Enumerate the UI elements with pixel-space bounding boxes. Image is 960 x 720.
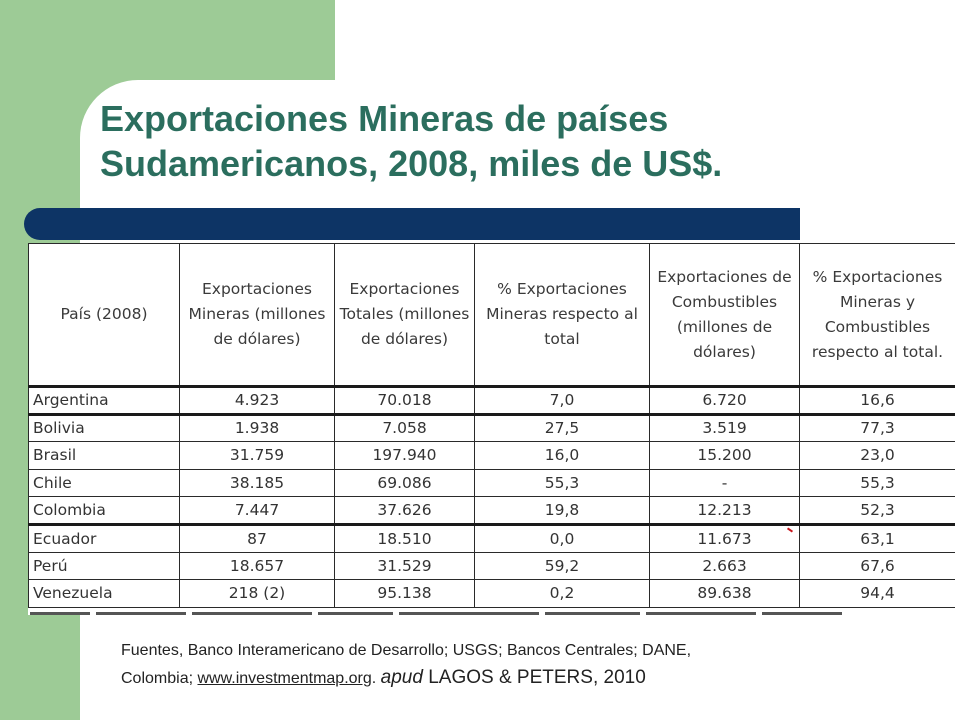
table-header-row: País (2008) Exportaciones Mineras (millo… <box>28 243 955 387</box>
cell-value: 55,3 <box>474 468 650 498</box>
cell-country: Bolivia <box>28 412 180 443</box>
cell-value: 63,1 <box>799 522 955 553</box>
source-separator: . <box>371 670 381 687</box>
cell-value: 7.447 <box>179 496 335 525</box>
header-pct-mineras-combustibles: % Exportaciones Mineras y Combustibles r… <box>799 243 955 387</box>
cell-value: 89.638 <box>649 579 800 608</box>
cell-value: 37.626 <box>334 496 475 525</box>
source-authors: LAGOS & PETERS, 2010 <box>422 667 646 688</box>
investmentmap-link[interactable]: www.investmentmap.org <box>197 670 372 687</box>
cell-value: 4.923 <box>179 385 335 415</box>
cell-value: 27,5 <box>474 412 650 443</box>
cell-value: 0,2 <box>474 579 650 608</box>
cell-value: 11.673 <box>649 522 800 553</box>
table-row: Chile 38.185 69.086 55,3 - 55,3 <box>28 468 955 498</box>
exports-table: País (2008) Exportaciones Mineras (millo… <box>28 243 955 608</box>
cell-value: 55,3 <box>799 468 955 498</box>
source-note: Fuentes, Banco Interamericano de Desarro… <box>121 637 921 692</box>
cropped-caption-remnant <box>30 612 940 617</box>
table-row: Colombia 7.447 37.626 19,8 12.213 52,3 <box>28 496 955 525</box>
cell-country: Perú <box>28 551 180 581</box>
table-row: Venezuela 218 (2) 95.138 0,2 89.638 94,4 <box>28 579 955 608</box>
cell-value: 67,6 <box>799 551 955 581</box>
cell-value: - <box>649 468 800 498</box>
cell-value: 52,3 <box>799 496 955 525</box>
cell-value: 31.529 <box>334 551 475 581</box>
cell-value: 18.510 <box>334 522 475 553</box>
cell-value: 38.185 <box>179 468 335 498</box>
cell-country: Colombia <box>28 496 180 525</box>
slide-title: Exportaciones Mineras de países Sudameri… <box>100 96 920 186</box>
source-line-2: Colombia; www.investmentmap.org. apud LA… <box>121 664 921 692</box>
cell-value: 70.018 <box>334 385 475 415</box>
header-export-mineras: Exportaciones Mineras (millones de dólar… <box>179 243 335 387</box>
cell-value: 197.940 <box>334 441 475 470</box>
cell-value: 16,6 <box>799 385 955 415</box>
cell-value: 15.200 <box>649 441 800 470</box>
slide-title-line-2: Sudamericanos, 2008, miles de US$. <box>100 143 723 184</box>
table-row: Perú 18.657 31.529 59,2 2.663 67,6 <box>28 551 955 581</box>
source-line-2-prefix: Colombia; <box>121 670 198 687</box>
cell-value: 87 <box>179 522 335 553</box>
cell-value: 69.086 <box>334 468 475 498</box>
cell-value: 59,2 <box>474 551 650 581</box>
header-pct-mineras: % Exportaciones Mineras respecto al tota… <box>474 243 650 387</box>
source-apud: apud <box>380 667 423 688</box>
cell-value: 95.138 <box>334 579 475 608</box>
cell-value: 6.720 <box>649 385 800 415</box>
cell-value: 31.759 <box>179 441 335 470</box>
cell-value: 7.058 <box>334 412 475 443</box>
table-row: Brasil 31.759 197.940 16,0 15.200 23,0 <box>28 441 955 470</box>
cell-value: 77,3 <box>799 412 955 443</box>
cell-value: 3.519 <box>649 412 800 443</box>
cell-country: Chile <box>28 468 180 498</box>
cell-value: 94,4 <box>799 579 955 608</box>
cell-country: Ecuador <box>28 522 180 553</box>
table-row: Argentina 4.923 70.018 7,0 6.720 16,6 <box>28 385 955 415</box>
cell-value: 16,0 <box>474 441 650 470</box>
cell-value: 1.938 <box>179 412 335 443</box>
cell-country: Brasil <box>28 441 180 470</box>
header-pais: País (2008) <box>28 243 180 387</box>
cell-value: 12.213 <box>649 496 800 525</box>
exports-table-image: País (2008) Exportaciones Mineras (millo… <box>28 243 955 615</box>
slide-title-line-1: Exportaciones Mineras de países <box>100 98 669 139</box>
title-divider-bar <box>24 208 800 240</box>
cell-value: 218 (2) <box>179 579 335 608</box>
source-line-1: Fuentes, Banco Interamericano de Desarro… <box>121 642 692 659</box>
table-row: Ecuador 87 18.510 0,0 11.673 63,1 <box>28 522 955 553</box>
cell-value: 23,0 <box>799 441 955 470</box>
header-export-combustibles: Exportaciones de Combustibles (millones … <box>649 243 800 387</box>
cell-value: 7,0 <box>474 385 650 415</box>
cell-value: 18.657 <box>179 551 335 581</box>
cell-country: Venezuela <box>28 579 180 608</box>
table-row: Bolivia 1.938 7.058 27,5 3.519 77,3 <box>28 412 955 443</box>
cell-value: 2.663 <box>649 551 800 581</box>
header-export-totales: Exportaciones Totales (millones de dólar… <box>334 243 475 387</box>
cell-value: 19,8 <box>474 496 650 525</box>
cell-value: 0,0 <box>474 522 650 553</box>
cell-country: Argentina <box>28 385 180 415</box>
